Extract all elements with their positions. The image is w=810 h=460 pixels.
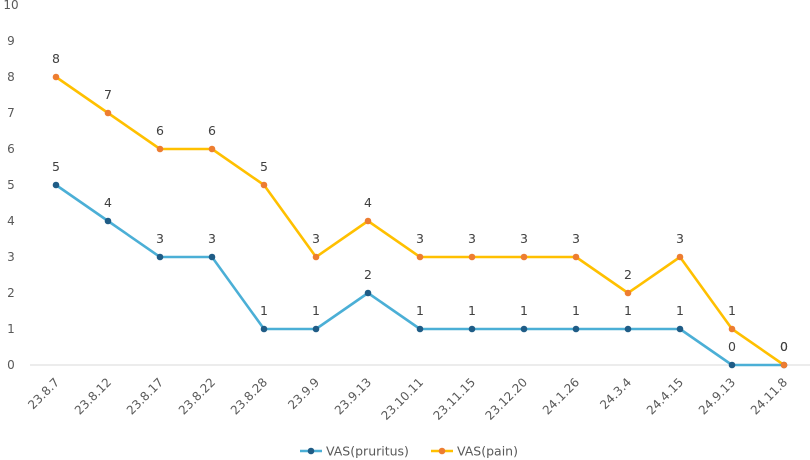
x-tick-label: 23.8.12	[72, 375, 114, 417]
y-tick-label: 7	[7, 106, 15, 120]
data-label: 1	[312, 303, 320, 318]
data-point	[728, 325, 736, 333]
y-tick-label: 2	[7, 286, 15, 300]
data-label: 1	[676, 303, 684, 318]
data-point	[520, 325, 528, 333]
y-tick-label: 1	[7, 322, 15, 336]
data-point	[364, 217, 372, 225]
data-label: 8	[52, 51, 60, 66]
y-tick-label: 6	[7, 142, 15, 156]
legend-swatch-marker	[438, 447, 446, 455]
legend-label: VAS(pruritus)	[326, 444, 409, 459]
data-point	[416, 253, 424, 261]
x-tick-label: 23.8.22	[176, 375, 218, 417]
x-axis-ticks: 23.8.7 23.8.12 23.8.17 23.8.22 23.8.28 23.9.9…	[25, 375, 790, 423]
data-point	[572, 253, 580, 261]
data-label: 3	[572, 231, 580, 246]
data-point	[208, 145, 216, 153]
data-point	[156, 145, 164, 153]
data-label: 1	[520, 303, 528, 318]
data-point	[624, 325, 632, 333]
data-point	[676, 325, 684, 333]
data-point	[208, 253, 216, 261]
x-tick-label: 23.8.17	[124, 375, 166, 417]
y-tick-label: 0	[7, 358, 15, 372]
data-point	[416, 325, 424, 333]
data-label: 0	[728, 339, 736, 354]
legend: VAS(pruritus) VAS(pain)	[300, 444, 518, 459]
data-point	[780, 361, 788, 369]
data-label: 3	[676, 231, 684, 246]
data-point	[52, 73, 60, 81]
data-point	[312, 325, 320, 333]
data-label: 3	[416, 231, 424, 246]
data-point	[572, 325, 580, 333]
data-label: 3	[520, 231, 528, 246]
legend-swatch-marker	[307, 447, 315, 455]
x-tick-label: 24.4.15	[644, 375, 686, 417]
data-point	[468, 325, 476, 333]
data-label: 6	[156, 123, 164, 138]
data-label: 1	[728, 303, 736, 318]
x-tick-label: 23.8.28	[228, 375, 270, 417]
data-label: 2	[624, 267, 632, 282]
x-tick-label: 23.8.7	[25, 375, 62, 412]
data-point	[520, 253, 528, 261]
data-point	[104, 109, 112, 117]
x-tick-label: 23.12.20	[482, 375, 530, 423]
data-point	[260, 181, 268, 189]
y-tick-label: 4	[7, 214, 15, 228]
data-label: 1	[572, 303, 580, 318]
data-label: 1	[468, 303, 476, 318]
x-tick-label: 23.10.11	[378, 375, 426, 423]
y-tick-label: 5	[7, 178, 15, 192]
data-point	[104, 217, 112, 225]
data-point	[260, 325, 268, 333]
data-point	[312, 253, 320, 261]
x-tick-label: 24.1.26	[540, 375, 582, 417]
data-label: 0	[780, 339, 788, 354]
data-point	[728, 361, 736, 369]
data-point	[676, 253, 684, 261]
y-axis-ticks: 0 1 2 3 4 5 6 7 8 9 10	[3, 0, 18, 372]
data-label: 7	[104, 87, 112, 102]
data-label: 1	[416, 303, 424, 318]
data-point	[468, 253, 476, 261]
y-tick-label: 10	[3, 0, 18, 12]
data-label: 5	[52, 159, 60, 174]
data-label: 4	[104, 195, 112, 210]
x-tick-label: 24.11.8	[748, 375, 790, 417]
x-tick-label: 23.9.9	[285, 375, 322, 412]
series-line-pruritus	[55, 183, 784, 367]
data-label: 3	[156, 231, 164, 246]
data-label: 3	[312, 231, 320, 246]
data-label: 1	[624, 303, 632, 318]
data-point	[156, 253, 164, 261]
data-label: 3	[208, 231, 216, 246]
data-point	[624, 289, 632, 297]
series-layer	[52, 73, 788, 369]
y-tick-label: 9	[7, 34, 15, 48]
y-tick-label: 3	[7, 250, 15, 264]
data-label: 5	[260, 159, 268, 174]
x-tick-label: 23.9.13	[332, 375, 374, 417]
series-line-pain	[55, 75, 785, 367]
data-label: 2	[364, 267, 372, 282]
data-label: 6	[208, 123, 216, 138]
x-tick-label: 24.3.4	[597, 375, 634, 412]
y-tick-label: 8	[7, 70, 15, 84]
legend-label: VAS(pain)	[457, 444, 518, 459]
data-label: 1	[260, 303, 268, 318]
data-point	[52, 181, 60, 189]
data-label: 3	[468, 231, 476, 246]
data-point	[364, 289, 372, 297]
data-label: 0	[780, 339, 788, 354]
data-label: 4	[364, 195, 372, 210]
x-tick-label: 23.11.15	[430, 375, 478, 423]
x-tick-label: 24.9.13	[696, 375, 738, 417]
